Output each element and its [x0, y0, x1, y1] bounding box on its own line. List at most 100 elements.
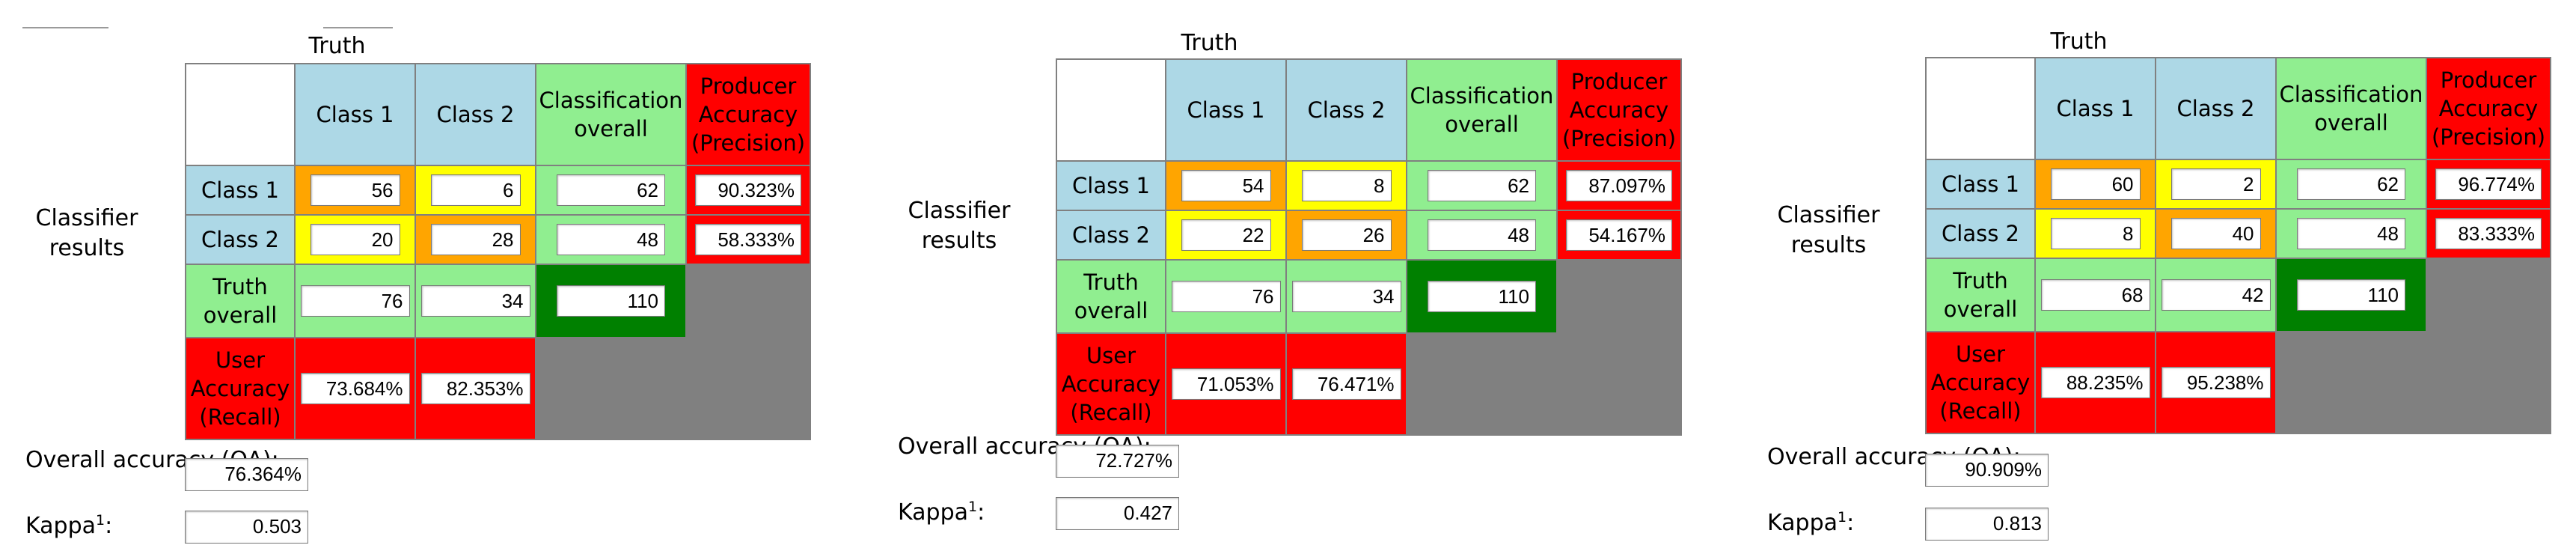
user-accuracy-field[interactable]: 73.684% [300, 373, 410, 404]
column-total-field[interactable]: 76 [1171, 281, 1281, 312]
kappa-field[interactable]: 0.813 [1925, 508, 2049, 541]
cell-class1-class2: 8 [1285, 160, 1407, 211]
col-header-classification-overall: Classification overall [1406, 58, 1558, 162]
footnote-marker: 1 [968, 499, 978, 515]
user-accuracy-field[interactable]: 76.471% [1291, 368, 1401, 400]
row-header-class-2: Class 2 [1925, 208, 2036, 259]
column-total-field[interactable]: 68 [2040, 279, 2150, 311]
user-accuracy-field[interactable]: 82.353% [420, 373, 530, 404]
empty-cell [2426, 258, 2551, 332]
kappa-field[interactable]: 0.503 [185, 511, 308, 544]
col-header-class-2: Class 2 [1285, 58, 1407, 162]
col-header-class-1: Class 1 [2034, 57, 2156, 160]
kappa-label: Kappa1: [25, 512, 113, 539]
col-header-producer-accuracy: Producer Accuracy (Precision) [2426, 57, 2551, 160]
confusion-matrix-panel-1: Truth data Classifier results Class 1 Cl… [0, 0, 838, 560]
cell-class2-producer: 83.333% [2426, 208, 2551, 259]
count-input[interactable]: 8 [1301, 170, 1392, 201]
producer-accuracy-field[interactable]: 96.774% [2435, 168, 2542, 200]
producer-accuracy-field[interactable]: 58.333% [695, 224, 801, 255]
user-accuracy-field[interactable]: 88.235% [2040, 367, 2150, 398]
cell-grand-total: 110 [535, 264, 687, 338]
cell-class2-class1: 20 [294, 214, 416, 265]
col-header-classification-overall: Classification overall [2275, 57, 2427, 160]
empty-cell [685, 264, 811, 338]
col-header-producer-accuracy: Producer Accuracy (Precision) [685, 63, 811, 166]
row-header-truth-overall: Truth overall [1056, 259, 1166, 334]
cell-class1-producer: 87.097% [1556, 160, 1682, 211]
empty-cell [685, 337, 811, 440]
confusion-matrix-table: Class 1 Class 2 Classification overall P… [1056, 58, 1682, 436]
row-header-user-accuracy: User Accuracy (Recall) [185, 337, 296, 440]
producer-accuracy-field[interactable]: 54.167% [1566, 219, 1672, 251]
row-total-field[interactable]: 62 [1428, 170, 1536, 201]
count-input[interactable]: 26 [1301, 219, 1392, 251]
col-header-class-2: Class 2 [414, 63, 536, 166]
overall-accuracy-field[interactable]: 72.727% [1056, 445, 1179, 478]
grand-total-field[interactable]: 110 [2297, 279, 2405, 311]
grand-total-field[interactable]: 110 [557, 285, 665, 317]
cell-user-class2: 95.238% [2155, 331, 2277, 434]
cell-class2-total: 48 [1406, 210, 1558, 261]
column-total-field[interactable]: 34 [1291, 281, 1401, 312]
cell-class1-producer: 90.323% [685, 165, 811, 216]
cropped-field-edge-right [323, 27, 393, 28]
cell-truth-class2: 34 [414, 264, 536, 338]
cell-class2-class2: 28 [414, 214, 536, 265]
cell-class1-total: 62 [1406, 160, 1558, 211]
count-input[interactable]: 22 [1181, 219, 1271, 251]
cell-class1-class1: 56 [294, 165, 416, 216]
column-total-field[interactable]: 42 [2161, 279, 2271, 311]
producer-accuracy-field[interactable]: 87.097% [1566, 170, 1672, 201]
row-total-field[interactable]: 48 [557, 224, 665, 255]
cell-class2-class2: 26 [1285, 210, 1407, 261]
cell-user-class1: 73.684% [294, 337, 416, 440]
overall-accuracy-field[interactable]: 90.909% [1925, 454, 2049, 487]
cell-class2-producer: 58.333% [685, 214, 811, 265]
count-input[interactable]: 56 [310, 174, 400, 206]
producer-accuracy-field[interactable]: 83.333% [2435, 218, 2542, 249]
count-input[interactable]: 6 [430, 174, 521, 206]
cell-grand-total: 110 [2275, 258, 2427, 332]
cell-class1-class1: 54 [1165, 160, 1287, 211]
row-total-field[interactable]: 48 [2297, 218, 2405, 249]
empty-cell [2275, 331, 2427, 434]
user-accuracy-field[interactable]: 95.238% [2161, 367, 2271, 398]
classifier-results-label: Classifier results [35, 205, 138, 261]
overall-accuracy-field[interactable]: 76.364% [185, 458, 308, 491]
row-header-class-2: Class 2 [185, 214, 296, 265]
cell-grand-total: 110 [1406, 259, 1558, 334]
kappa-field[interactable]: 0.427 [1056, 497, 1179, 530]
count-input[interactable]: 60 [2050, 168, 2141, 200]
grand-total-field[interactable]: 110 [1428, 281, 1536, 312]
column-total-field[interactable]: 76 [300, 285, 410, 317]
empty-cell [1406, 332, 1558, 436]
row-total-field[interactable]: 48 [1428, 219, 1536, 251]
cell-class1-total: 62 [535, 165, 687, 216]
column-total-field[interactable]: 34 [420, 285, 530, 317]
corner-cell [1056, 58, 1166, 162]
kappa-label: Kappa1: [898, 499, 985, 526]
cell-class2-producer: 54.167% [1556, 210, 1682, 261]
confusion-matrix-table: Class 1 Class 2 Classification overall P… [1925, 57, 2551, 434]
col-header-classification-overall: Classification overall [535, 63, 687, 166]
empty-cell [2426, 331, 2551, 434]
cell-class1-class1: 60 [2034, 159, 2156, 210]
corner-cell [185, 63, 296, 166]
count-input[interactable]: 40 [2170, 218, 2261, 249]
cell-truth-class2: 34 [1285, 259, 1407, 334]
cell-user-class1: 71.053% [1165, 332, 1287, 436]
count-input[interactable]: 2 [2170, 168, 2261, 200]
row-total-field[interactable]: 62 [2297, 168, 2405, 200]
user-accuracy-field[interactable]: 71.053% [1171, 368, 1281, 400]
count-input[interactable]: 8 [2050, 218, 2141, 249]
producer-accuracy-field[interactable]: 90.323% [695, 174, 801, 206]
count-input[interactable]: 20 [310, 224, 400, 255]
footnote-marker: 1 [1838, 509, 1847, 526]
row-total-field[interactable]: 62 [557, 174, 665, 206]
cropped-field-edge-left [22, 27, 108, 28]
cell-class1-class2: 2 [2155, 159, 2277, 210]
count-input[interactable]: 28 [430, 224, 521, 255]
count-input[interactable]: 54 [1181, 170, 1271, 201]
col-header-class-2: Class 2 [2155, 57, 2277, 160]
